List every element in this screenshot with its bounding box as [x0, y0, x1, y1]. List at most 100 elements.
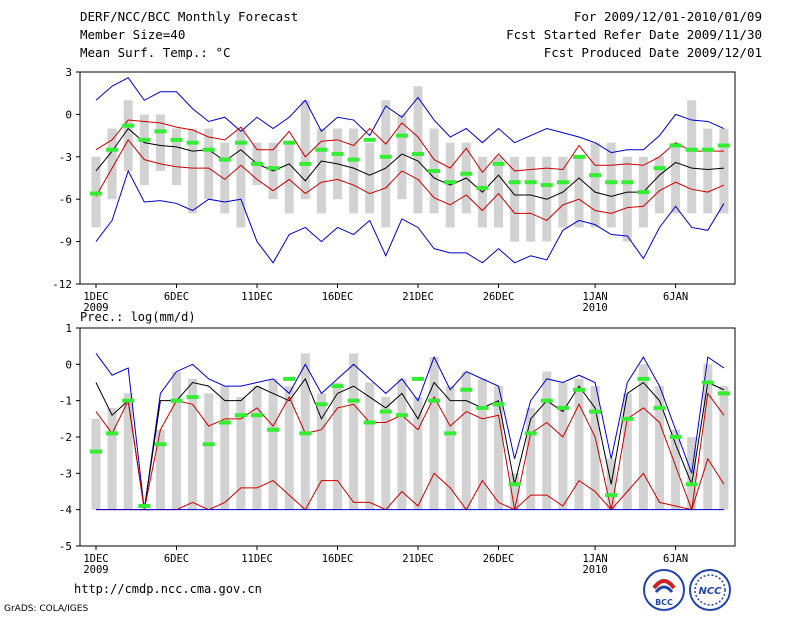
- temp-bar: [172, 128, 181, 186]
- precip-bar: [349, 353, 359, 510]
- temp-median-marker: [524, 180, 537, 185]
- temp-median-marker: [347, 157, 360, 162]
- temp-bar: [719, 128, 729, 214]
- ncc-logo: NCC: [689, 569, 731, 611]
- temp-series-lower: [95, 138, 725, 221]
- temp-median-marker: [701, 147, 714, 152]
- precip-median-marker: [283, 376, 296, 381]
- temp-median-marker: [540, 183, 553, 188]
- start-date: Fcst Started Refer Date 2009/11/30: [506, 27, 762, 42]
- precip-ytick-label: -3: [59, 467, 72, 480]
- temp-median-marker: [331, 151, 344, 156]
- precip-bar: [590, 386, 600, 510]
- temp-bar: [204, 128, 214, 200]
- temp-median-marker: [685, 147, 698, 152]
- temp-median-marker: [605, 180, 618, 185]
- temp-median-marker: [412, 151, 424, 156]
- precip-bar: [123, 393, 133, 510]
- temp-ytick-label: -12: [52, 278, 72, 291]
- precip-bar: [655, 386, 664, 510]
- precip-xtick-label: 6JAN: [663, 553, 688, 565]
- precip-bar: [365, 382, 375, 510]
- temp-median-marker: [170, 137, 183, 142]
- precip-bar: [703, 364, 713, 510]
- precip-xtick-label: 1JAN: [582, 553, 607, 565]
- temp-bar: [349, 128, 359, 214]
- temp-median-marker: [202, 147, 215, 152]
- precip-bar: [188, 378, 198, 510]
- temp-median-marker: [669, 143, 682, 148]
- precip-bar: [574, 378, 584, 510]
- precip-median-marker: [669, 435, 682, 439]
- temp-xtick-label: 1DEC: [83, 291, 108, 303]
- temp-series-upper: [95, 119, 724, 174]
- bcc-logo: BCC: [643, 569, 685, 611]
- precip-median-marker: [218, 420, 231, 425]
- temp-xtick-label: 1JAN: [582, 291, 607, 303]
- precip-median-marker: [653, 405, 666, 410]
- temp-median-marker: [637, 190, 650, 195]
- temp-bar: [574, 156, 584, 228]
- temp-median-marker: [299, 161, 312, 166]
- precip-median-marker: [379, 409, 392, 414]
- temp-xtick-label: 6DEC: [164, 291, 189, 303]
- temp-bar: [590, 142, 600, 228]
- precip-median-marker: [573, 387, 585, 392]
- temp-panel: 3 0 -3 -6 -9 -12 1DEC 6DEC 11DEC 16DEC 21DEC 26DEC 1…: [52, 66, 736, 314]
- temp-median-marker: [508, 180, 521, 185]
- precip-median-marker: [556, 405, 569, 410]
- bcc-logo-text: BCC: [655, 598, 673, 607]
- precip-bar: [107, 407, 117, 510]
- temp-bar: [671, 142, 681, 214]
- precip-median-marker: [637, 376, 650, 381]
- precip-bar: [671, 429, 681, 510]
- precip-median-marker: [299, 431, 312, 436]
- temp-median-marker: [106, 147, 119, 152]
- precip-median-marker: [524, 431, 537, 436]
- forecast-period: For 2009/12/01-2010/01/09: [573, 9, 762, 24]
- temp-bar: [123, 100, 133, 171]
- temp-bar: [687, 100, 697, 214]
- temp-xtick-label: 21DEC: [402, 291, 434, 303]
- temp-xtick-label: 6JAN: [663, 291, 688, 303]
- source-url[interactable]: http://cmdp.ncc.cma.gov.cn: [74, 582, 262, 596]
- precip-median-marker: [315, 402, 328, 407]
- temp-bar: [365, 142, 375, 214]
- temp-median-marker: [589, 173, 602, 178]
- precip-bar: [155, 429, 165, 510]
- temp-median-marker: [154, 129, 167, 134]
- precip-bar: [461, 371, 471, 510]
- precip-bar: [204, 393, 214, 510]
- precip-median-marker: [363, 420, 376, 425]
- precip-bar: [333, 382, 342, 510]
- precip-median-marker: [234, 413, 247, 418]
- temp-bar: [188, 128, 198, 214]
- temp-series-mean: [95, 127, 724, 200]
- precip-panel-title: Prec.: log(mm/d): [80, 310, 196, 324]
- precip-bar: [236, 397, 246, 510]
- temp-median-marker: [476, 185, 489, 190]
- grads-credit: GrADS: COLA/IGES: [4, 604, 89, 614]
- temp-bar: [155, 114, 165, 171]
- precip-xtick-label: 1DEC: [83, 553, 108, 565]
- precip-median-marker: [106, 431, 119, 436]
- precip-median-marker: [589, 409, 602, 414]
- temp-bar: [139, 114, 149, 186]
- precip-bar: [172, 371, 181, 510]
- precip-bar: [220, 386, 230, 510]
- temp-median-marker: [186, 140, 199, 145]
- precip-bar: [445, 386, 455, 510]
- precip-median-marker: [90, 449, 102, 454]
- precip-median-marker: [508, 482, 521, 487]
- precip-median-marker: [331, 384, 344, 389]
- precip-xtick-label: 16DEC: [322, 553, 354, 565]
- precip-median-marker: [540, 398, 553, 403]
- chart-title: DERF/NCC/BCC Monthly Forecast: [80, 9, 299, 24]
- temp-median-marker: [251, 161, 263, 166]
- temp-median-marker: [315, 147, 328, 152]
- temp-median-marker: [90, 191, 102, 196]
- precip-median-marker: [412, 376, 424, 381]
- precip-median-marker: [202, 442, 215, 447]
- precip-bar: [268, 378, 278, 510]
